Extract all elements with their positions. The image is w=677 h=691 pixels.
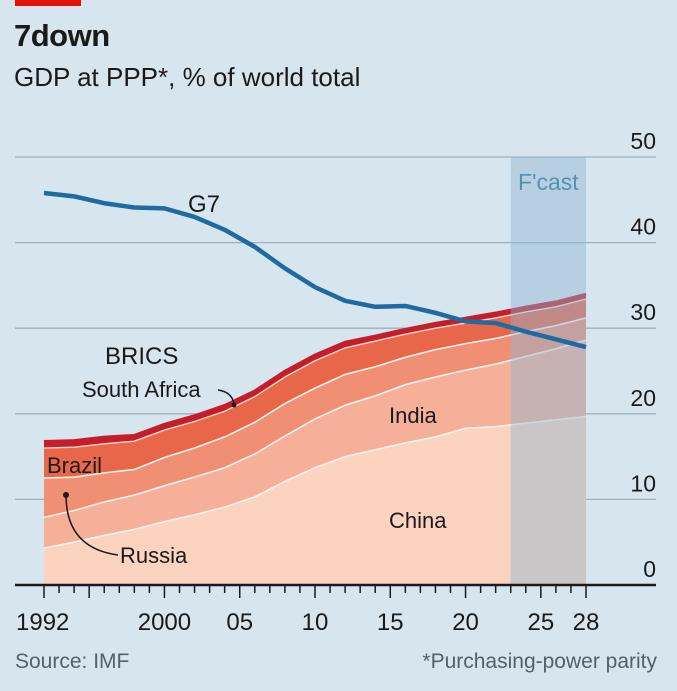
x-tick-label-2028: 28 [573,609,600,636]
y-tick-label-20: 20 [630,385,656,411]
line-g7 [43,190,587,350]
label-india: India [389,403,437,428]
y-tick-label-0: 0 [643,556,656,582]
x-tick-label-2010: 10 [302,609,329,636]
chart-title: 7down [14,18,110,53]
forecast-shading [510,157,586,585]
brand-red-bar [15,0,81,6]
chart-subtitle: GDP at PPP*, % of world total [14,62,361,92]
band-separator-2 [43,317,587,479]
label-china: China [389,508,447,533]
x-tick-label-2005: 05 [226,609,253,636]
band-separator-1 [43,339,587,519]
russia-pointer [65,494,119,556]
forecast-label: F'cast [518,169,579,195]
x-tick-label-2000: 2000 [138,609,191,636]
label-russia: Russia [120,543,188,568]
band-separator-0 [43,415,587,549]
footnote: *Purchasing-power parity [422,650,657,673]
area-brazil [44,299,586,478]
x-tick-label-1992: 1992 [16,609,69,636]
south-africa-pointer-dot [231,402,237,408]
x-tick-label-2025: 25 [527,609,554,636]
label-brics: BRICS [105,343,178,370]
y-tick-label-30: 30 [630,299,656,325]
area-russia [44,317,586,518]
label-brazil: Brazil [47,453,102,478]
label-g7: G7 [188,191,220,218]
area-china [44,416,586,585]
source-note: Source: IMF [15,650,130,673]
y-tick-label-10: 10 [630,470,656,496]
south-africa-pointer [217,389,235,405]
y-tick-label-50: 50 [630,128,656,154]
y-tick-label-40: 40 [630,214,656,240]
area-south-africa [44,293,586,449]
x-tick-label-2020: 20 [452,609,479,636]
label-south-africa: South Africa [82,377,201,402]
south-africa-top-line [43,292,587,443]
russia-pointer-dot [63,492,69,498]
x-tick-label-2015: 15 [377,609,404,636]
area-india [44,340,586,549]
band-separator-3 [43,298,587,449]
